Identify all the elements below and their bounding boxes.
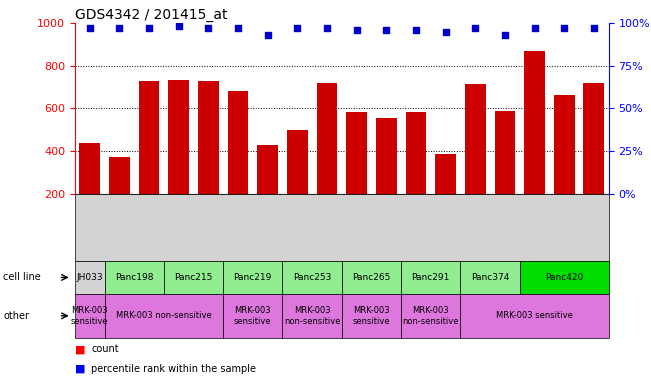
Bar: [109, 157, 130, 194]
Point: [85, 25, 95, 31]
Bar: [346, 112, 367, 194]
Text: JH033: JH033: [76, 273, 103, 282]
Bar: [287, 130, 308, 194]
Point: [114, 25, 124, 31]
Point: [500, 32, 510, 38]
Point: [381, 27, 391, 33]
Bar: [465, 84, 486, 194]
Bar: [554, 94, 575, 194]
Point: [292, 25, 303, 31]
Text: ■: ■: [75, 364, 85, 374]
Text: MRK-003
non-sensitive: MRK-003 non-sensitive: [402, 306, 459, 326]
Point: [322, 25, 332, 31]
Point: [352, 27, 362, 33]
Point: [529, 25, 540, 31]
Point: [203, 25, 214, 31]
Text: Panc420: Panc420: [545, 273, 583, 282]
Point: [173, 23, 184, 30]
Text: MRK-003
non-sensitive: MRK-003 non-sensitive: [284, 306, 340, 326]
Bar: [406, 112, 426, 194]
Point: [411, 27, 421, 33]
Text: count: count: [91, 344, 118, 354]
Point: [470, 25, 480, 31]
Bar: [495, 111, 515, 194]
Bar: [79, 143, 100, 194]
Text: Panc219: Panc219: [234, 273, 272, 282]
Bar: [198, 81, 219, 194]
Bar: [316, 83, 337, 194]
Text: MRK-003
sensitive: MRK-003 sensitive: [353, 306, 390, 326]
Bar: [228, 91, 249, 194]
Text: Panc215: Panc215: [174, 273, 213, 282]
Bar: [524, 51, 545, 194]
Point: [589, 25, 599, 31]
Bar: [376, 118, 396, 194]
Bar: [583, 83, 604, 194]
Bar: [139, 81, 159, 194]
Bar: [257, 145, 278, 194]
Text: percentile rank within the sample: percentile rank within the sample: [91, 364, 256, 374]
Bar: [436, 154, 456, 194]
Text: other: other: [3, 311, 29, 321]
Text: ■: ■: [75, 344, 85, 354]
Text: MRK-003
sensitive: MRK-003 sensitive: [234, 306, 271, 326]
Text: cell line: cell line: [3, 272, 41, 283]
Text: GDS4342 / 201415_at: GDS4342 / 201415_at: [75, 8, 227, 22]
Text: Panc253: Panc253: [293, 273, 331, 282]
Point: [440, 28, 450, 35]
Bar: [168, 79, 189, 194]
Point: [559, 25, 570, 31]
Text: MRK-003
sensitive: MRK-003 sensitive: [71, 306, 109, 326]
Text: MRK-003 sensitive: MRK-003 sensitive: [496, 311, 573, 320]
Text: Panc198: Panc198: [115, 273, 154, 282]
Point: [233, 25, 243, 31]
Text: Panc291: Panc291: [411, 273, 450, 282]
Point: [262, 32, 273, 38]
Text: Panc374: Panc374: [471, 273, 509, 282]
Text: MRK-003 non-sensitive: MRK-003 non-sensitive: [116, 311, 212, 320]
Text: Panc265: Panc265: [352, 273, 391, 282]
Point: [144, 25, 154, 31]
